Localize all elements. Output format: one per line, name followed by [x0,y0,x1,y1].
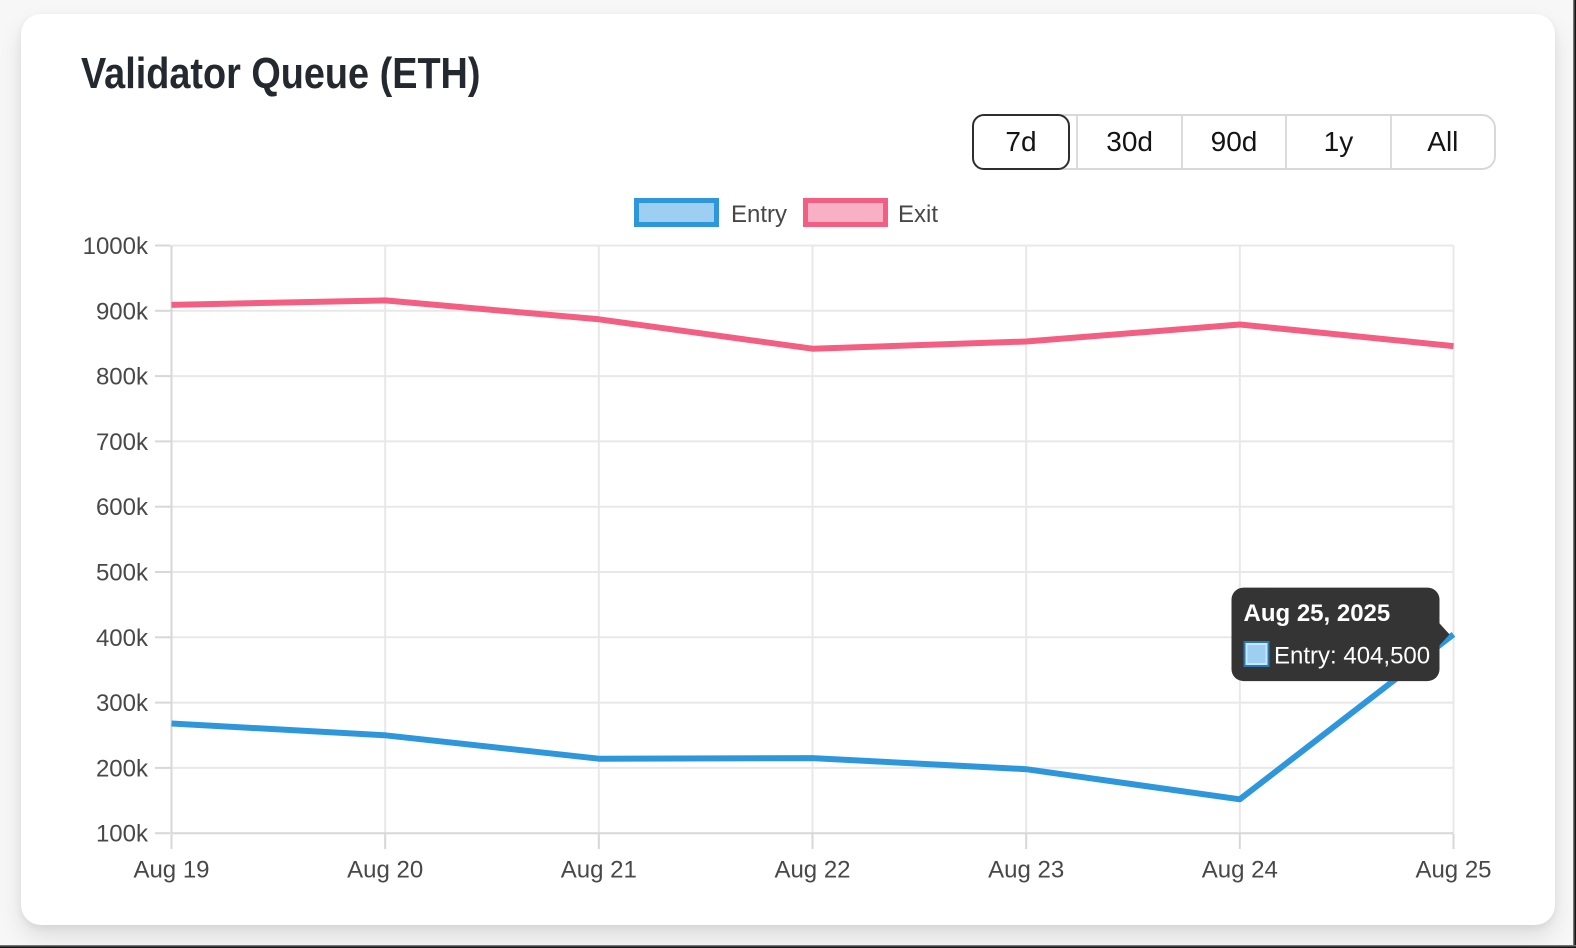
svg-text:Entry: 404,500: Entry: 404,500 [1274,643,1430,670]
svg-text:800k: 800k [96,364,149,391]
svg-text:700k: 700k [96,429,149,456]
svg-text:Aug 20: Aug 20 [347,857,423,884]
svg-text:Aug 21: Aug 21 [561,857,637,884]
svg-text:Aug 23: Aug 23 [988,857,1064,884]
svg-text:Aug 24: Aug 24 [1202,857,1278,884]
svg-text:600k: 600k [96,494,149,521]
svg-text:200k: 200k [96,755,149,782]
svg-text:Aug 22: Aug 22 [774,857,850,884]
svg-text:Aug 19: Aug 19 [133,857,209,884]
svg-text:1000k: 1000k [83,233,149,260]
svg-text:500k: 500k [96,560,149,587]
svg-text:300k: 300k [96,690,149,717]
svg-text:900k: 900k [96,298,149,325]
svg-text:400k: 400k [96,625,149,652]
svg-text:Aug 25: Aug 25 [1415,857,1491,884]
svg-text:100k: 100k [96,821,149,848]
svg-text:Aug 25, 2025: Aug 25, 2025 [1244,600,1391,627]
